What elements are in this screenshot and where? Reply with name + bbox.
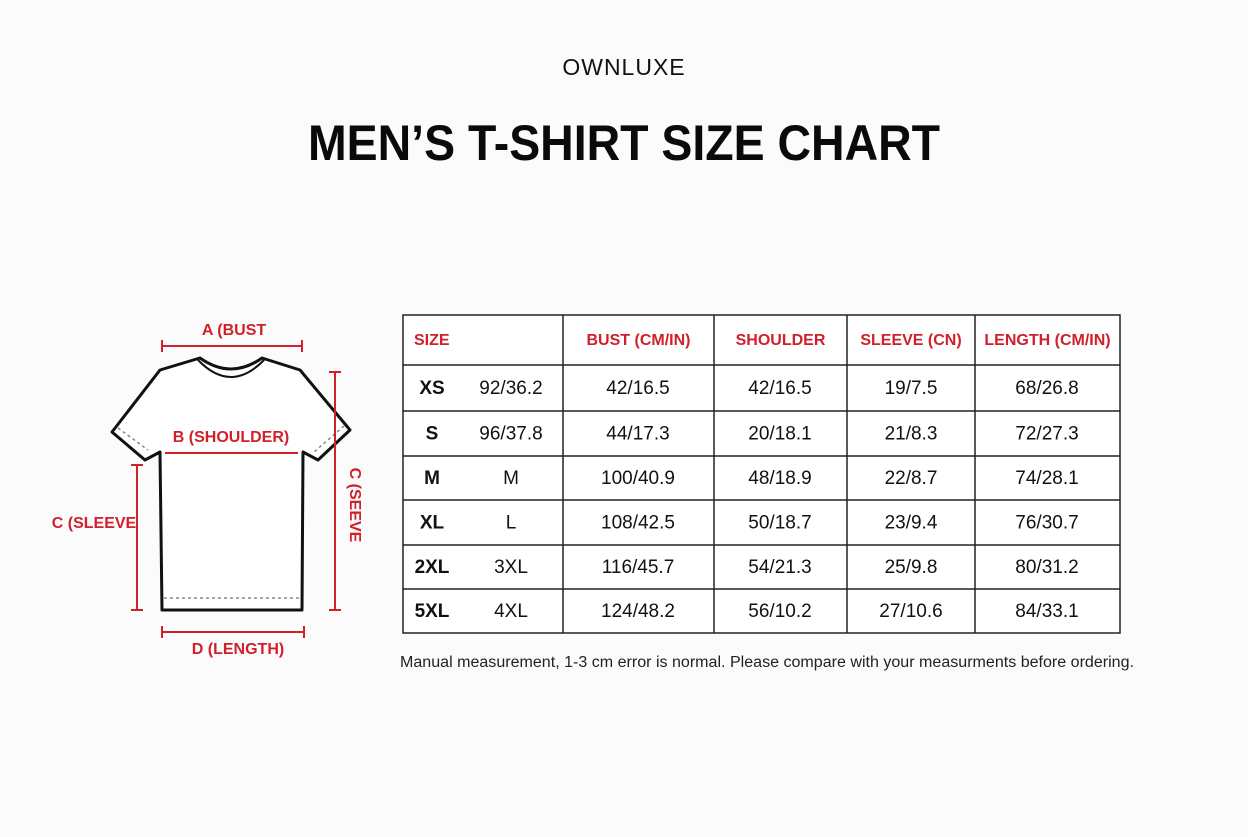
table-cell: 23/9.4 [885,513,938,534]
dim-c-right [329,371,341,611]
table-cell: 21/8.3 [885,424,938,445]
table-cell: 44/17.3 [606,424,669,445]
table-cell: 42/16.5 [748,378,811,399]
table-cell: 27/10.6 [879,601,942,622]
table-cell: S [426,424,439,445]
stitching [117,425,345,599]
label-d: D (LENGTH) [192,641,284,658]
table-cell: 68/26.8 [1015,378,1078,399]
table-cell: 84/33.1 [1015,601,1078,622]
table-cell: 76/30.7 [1015,513,1078,534]
table-cell: 25/9.8 [885,557,938,578]
size-table: SIZE BUST (CM/IN) SHOULDER SLEEVE (CN) LENGT… [402,314,1121,634]
table-cell: 50/18.7 [748,513,811,534]
table-cell: 54/21.3 [748,557,811,578]
table-cell: 5XL [415,601,450,622]
table-cell: 19/7.5 [885,378,938,399]
table-cell: 2XL [415,557,450,578]
table-cell: 3XL [494,557,528,578]
table-cell: 92/36.2 [479,378,542,399]
table-cell: L [506,513,517,534]
brand: OWNLUXE [562,54,685,80]
label-c-left: C (SLEEVE [52,515,137,532]
table-cell: 20/18.1 [748,424,811,445]
label-a: A (BUST [202,322,267,339]
table-cell: 22/8.7 [885,468,938,489]
shirt-diagram: A (BUST B (SHOULDER) C (SLEEVE C (SEEVE … [52,322,363,658]
dim-a [161,340,303,352]
collar [197,359,265,378]
table-cell: XL [420,513,445,534]
table-cell: 56/10.2 [748,601,811,622]
table-cell: 124/48.2 [601,601,675,622]
header-cell: SLEEVE (CN) [860,332,961,349]
header-cell: SHOULDER [736,332,826,349]
dim-c-left [131,464,143,611]
header-cell: BUST (CM/IN) [587,332,691,349]
note: Manual measurement, 1-3 cm error is norm… [400,654,1134,671]
table-border [402,314,1121,634]
table-cell: M [503,468,519,489]
header-cell: SIZE [414,332,450,349]
table-cell: 74/28.1 [1015,468,1078,489]
table-cell: 100/40.9 [601,468,675,489]
table-cell: 108/42.5 [601,513,675,534]
label-b: B (SHOULDER) [173,429,289,446]
table-cell: 72/27.3 [1015,424,1078,445]
table-cell: 48/18.9 [748,468,811,489]
table-cell: XS [419,378,444,399]
table-cell: 80/31.2 [1015,557,1078,578]
table-cell: M [424,468,440,489]
table-cell: 116/45.7 [602,557,675,578]
shirt [110,356,352,612]
title: MEN’S T-SHIRT SIZE CHART [308,115,940,171]
label-c-right: C (SEEVE [346,468,363,543]
dim-d [161,626,305,638]
table-cell: 96/37.8 [479,424,542,445]
table-cell: 42/16.5 [606,378,669,399]
table-cell: 4XL [494,601,528,622]
header-cell: LENGTH (CM/IN) [984,332,1110,349]
